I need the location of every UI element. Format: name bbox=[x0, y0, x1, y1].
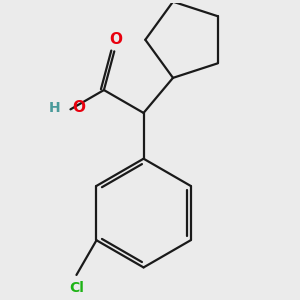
Text: O: O bbox=[72, 100, 85, 116]
Text: O: O bbox=[109, 32, 122, 47]
Text: Cl: Cl bbox=[69, 281, 84, 295]
Text: H: H bbox=[49, 101, 61, 115]
